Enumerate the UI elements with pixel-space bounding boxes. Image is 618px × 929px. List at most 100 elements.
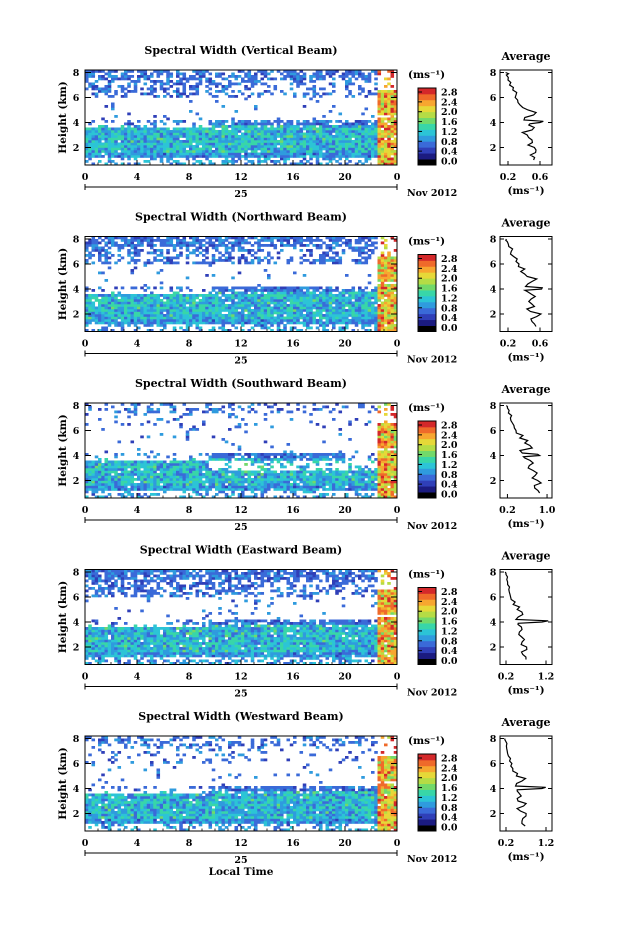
heatmap-cell (104, 480, 109, 484)
colorbar-frame (417, 254, 437, 332)
heatmap-cell (143, 311, 148, 315)
heatmap-cell (374, 306, 378, 310)
heatmap-cell (351, 152, 356, 156)
heatmap-cell (218, 145, 222, 148)
heatmap-cell (244, 130, 248, 133)
heatmap-cell (172, 127, 177, 131)
heatmap-cell (163, 135, 167, 138)
heatmap-cell (254, 299, 258, 302)
colorbar-segment (418, 284, 436, 291)
heatmap-cell (312, 80, 317, 83)
heatmap-cell (211, 408, 216, 411)
heatmap-cell (205, 473, 209, 476)
heatmap-cell (182, 463, 187, 466)
heatmap-cell (293, 77, 297, 81)
heatmap-cell (361, 130, 365, 133)
colorbar-tick-label: 0.4 (441, 147, 458, 158)
heatmap-cell (241, 77, 245, 81)
heatmap-cell (208, 145, 213, 148)
heatmap-cell (169, 483, 174, 486)
heatmap-cell (104, 316, 109, 320)
average-y-tick-label: 2 (490, 143, 497, 154)
heatmap-cell (319, 319, 323, 322)
heatmap-cell (88, 130, 92, 133)
heatmap-cell (351, 142, 356, 146)
heatmap-cell (354, 249, 359, 252)
heatmap-cell (146, 155, 151, 158)
heatmap-cell (192, 87, 196, 91)
average-y-tick-label: 2 (490, 310, 497, 321)
heatmap-cell (345, 80, 349, 83)
heatmap-cell (146, 465, 151, 469)
heatmap-cell (172, 152, 177, 156)
heatmap-cell (104, 301, 109, 305)
heatmap-cell (377, 324, 382, 327)
heatmap-cell (163, 324, 167, 327)
heatmap-cell (140, 488, 144, 491)
heatmap-cell (205, 85, 209, 88)
heatmap-cell (224, 321, 229, 325)
heatmap-cell (140, 321, 144, 325)
heatmap-cell (247, 289, 252, 292)
heatmap-cell (94, 455, 99, 459)
heatmap-cell (111, 120, 115, 123)
heatmap-cell (309, 296, 313, 300)
heatmap-cell (387, 319, 391, 322)
heatmap-cell (247, 130, 252, 133)
heatmap-cell (111, 488, 115, 491)
heatmap-cell (325, 246, 330, 250)
heatmap-cell (358, 142, 362, 146)
heatmap-cell (260, 160, 265, 163)
heatmap-cell (172, 291, 177, 295)
heatmap-cell (354, 301, 359, 305)
heatmap-cell (211, 473, 216, 476)
heatmap-cell (361, 316, 365, 320)
heatmap-cell (319, 70, 323, 73)
heatmap-cell (263, 269, 268, 272)
heatmap-cell (293, 294, 297, 297)
heatmap-cell (260, 125, 265, 128)
heatmap-cell (156, 152, 161, 156)
heatmap-cell (293, 236, 297, 240)
heatmap-cell (211, 475, 216, 479)
heatmap-cell (387, 130, 391, 133)
heatmap-cell (172, 140, 177, 143)
heatmap-cell (133, 145, 138, 148)
heatmap-cell (88, 72, 92, 76)
heatmap-cell (150, 150, 154, 153)
heatmap-cell (192, 150, 196, 153)
heatmap-cell (150, 261, 154, 265)
heatmap-cell (156, 311, 161, 315)
heatmap-cell (117, 440, 122, 444)
heatmap-cell (228, 152, 232, 156)
heatmap-cell (146, 460, 151, 464)
heatmap-cell (117, 254, 122, 257)
heatmap-cell (182, 468, 187, 471)
heatmap-cell (250, 77, 255, 81)
heatmap-cell (163, 150, 167, 153)
heatmap-cell (377, 155, 382, 158)
heatmap-cell (361, 261, 365, 265)
heatmap-cell (153, 140, 157, 143)
heatmap-cell (348, 82, 352, 86)
heatmap-cell (163, 490, 167, 494)
heatmap-cell (195, 480, 200, 484)
heatmap-cell (293, 301, 297, 305)
heatmap-cell (117, 485, 122, 489)
heatmap-cell (302, 321, 307, 325)
heatmap-cell (215, 321, 219, 325)
heatmap-cell (332, 299, 336, 302)
heatmap-cell (127, 473, 131, 476)
heatmap-cell (257, 162, 261, 166)
heatmap-cell (176, 87, 180, 91)
heatmap-cell (143, 314, 148, 317)
heatmap-cell (335, 155, 339, 158)
heatmap-cell (234, 294, 239, 297)
heatmap-cell (127, 135, 131, 138)
heatmap-cell (101, 321, 105, 325)
heatmap-cell (104, 261, 109, 265)
heatmap-cell (98, 145, 102, 148)
heatmap-cell (374, 132, 378, 136)
heatmap-cell (335, 135, 339, 138)
heatmap-cell (338, 299, 343, 302)
